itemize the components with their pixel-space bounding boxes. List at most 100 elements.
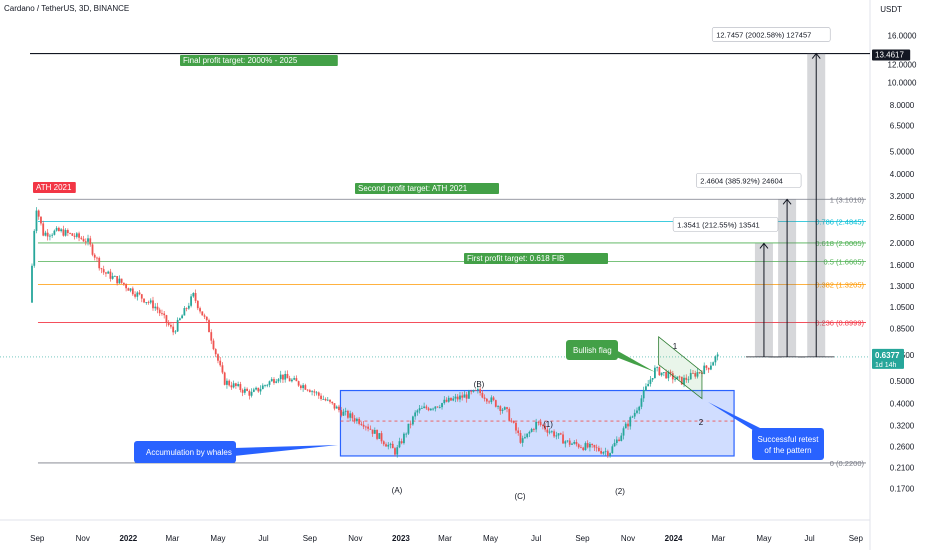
candle-body [423, 406, 426, 409]
y-tick-label: 16.0000 [888, 32, 917, 41]
candle-body [82, 238, 85, 242]
candle-body [344, 410, 347, 412]
candle-body [548, 431, 551, 433]
candle-body [241, 390, 244, 393]
second-target-label-bg [355, 183, 499, 194]
candle-body [517, 430, 520, 433]
retest-callout-line2: of the pattern [764, 446, 811, 455]
x-tick-label: 2024 [665, 534, 683, 543]
candle-body [35, 210, 38, 231]
candle-body [589, 443, 591, 448]
candle-body [492, 397, 495, 401]
candle-body [533, 428, 535, 430]
candle-body [291, 379, 293, 382]
candle-body [629, 417, 632, 427]
wave-label-b: (B) [474, 380, 485, 389]
candle-body [582, 447, 585, 451]
candle-body [282, 374, 284, 380]
candle-body [461, 395, 464, 398]
candle-body [591, 443, 594, 445]
candle-body [333, 403, 336, 409]
retest-callout-bg [752, 428, 824, 460]
ath-label-bg [33, 182, 76, 193]
y-tick-label: 2.6000 [890, 213, 915, 222]
candle-body [528, 431, 531, 434]
fib-label: 0.236 (0.8999) [815, 319, 864, 328]
candle-body [84, 241, 87, 243]
candle-body [264, 385, 266, 386]
candle-body [37, 210, 40, 217]
candle-body [660, 372, 663, 376]
candle-body [559, 433, 562, 435]
accumulation-callout-bg [134, 441, 236, 463]
candle-body [33, 230, 36, 266]
candle-body [387, 444, 390, 447]
candle-body [515, 422, 517, 431]
accumulation-callout: Accumulation by whales [146, 448, 232, 457]
candle-body [501, 409, 504, 411]
candle-body [259, 389, 262, 392]
candle-body [109, 271, 112, 279]
candle-body [665, 372, 668, 379]
candle-body [114, 276, 116, 277]
x-tick-label: Nov [621, 534, 635, 543]
top-target-tag-bg [872, 49, 911, 61]
candle-body [618, 439, 620, 441]
y-tick-label: 6.5000 [890, 122, 915, 131]
candle-body [564, 441, 567, 444]
candle-body [237, 384, 240, 386]
ath-label: ATH 2021 [36, 183, 72, 192]
candle-body [658, 367, 661, 376]
candle-body [389, 443, 392, 445]
final-target-label-bg [180, 55, 338, 66]
candle-body [313, 391, 316, 393]
candle-body [443, 399, 446, 404]
candle-body [380, 433, 383, 442]
candle-body [678, 376, 681, 378]
candle-body [73, 235, 76, 237]
candle-body [248, 390, 251, 396]
candle-body [633, 412, 636, 417]
candle-body [49, 235, 51, 237]
bullish-flag-channel [658, 335, 703, 400]
candle-body [456, 396, 459, 400]
retest-callout-pointer [708, 402, 764, 432]
candle-body [537, 421, 540, 423]
candle-body [441, 403, 443, 408]
candle-body [631, 416, 634, 418]
candle-body [105, 272, 107, 274]
candle-body [653, 367, 656, 379]
candle-body [647, 383, 650, 387]
candle-body [234, 383, 237, 386]
candle-body [134, 294, 136, 297]
x-tick-label: May [210, 534, 225, 543]
measure-arrow-head [759, 242, 769, 249]
candle-body [463, 394, 466, 398]
candle-body [275, 381, 278, 383]
candle-body [349, 413, 352, 418]
y-tick-label: 4.0000 [890, 170, 915, 179]
x-tick-label: Sep [30, 534, 45, 543]
candle-body [232, 383, 235, 388]
candle-body [107, 271, 110, 274]
candle-body [351, 413, 354, 419]
accumulation-callout-pointer [234, 445, 338, 456]
x-tick-label: Sep [303, 534, 318, 543]
candle-body [136, 292, 139, 297]
candle-body [698, 372, 701, 373]
candle-body [308, 390, 311, 393]
y-tick-label: 3.2000 [890, 192, 915, 201]
currency-label: USDT [880, 5, 902, 14]
candle-body [131, 288, 134, 295]
candle-body [674, 378, 676, 380]
candle-body [329, 399, 331, 402]
candle-body [662, 372, 665, 373]
candle-body [102, 269, 105, 273]
candle-body [252, 389, 255, 392]
candle-body [470, 390, 473, 392]
x-tick-label: Jul [531, 534, 541, 543]
measure-arrow-head [811, 52, 821, 59]
candle-body [474, 389, 477, 391]
candle-body [261, 385, 264, 390]
candle-body [178, 318, 181, 320]
